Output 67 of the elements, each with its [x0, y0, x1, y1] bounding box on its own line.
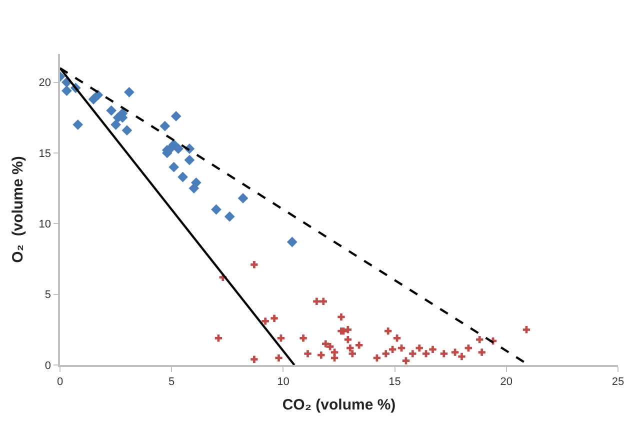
point: [178, 172, 188, 182]
point: [106, 105, 117, 116]
point: [188, 183, 200, 194]
point: [250, 261, 258, 268]
point: [250, 356, 258, 363]
y-axis-title: O₂ (volume %): [10, 156, 27, 263]
x-tick-label: 10: [277, 376, 290, 388]
point: [92, 90, 104, 100]
y-tick-label: 10: [38, 218, 52, 230]
y-tick-label: 20: [38, 77, 52, 90]
point: [384, 327, 392, 335]
point: [304, 350, 312, 358]
point: [340, 327, 348, 335]
point: [238, 192, 248, 204]
point: [522, 326, 530, 334]
point: [262, 318, 269, 325]
point: [478, 348, 486, 356]
point: [170, 111, 182, 122]
point: [124, 86, 134, 98]
point: [388, 346, 396, 354]
point: [270, 314, 278, 322]
x-axis-title: CO₂ (volume %): [282, 396, 396, 414]
point: [275, 354, 282, 362]
point: [346, 344, 354, 352]
point: [72, 119, 84, 130]
x-tick-label: 25: [612, 376, 624, 388]
point: [422, 350, 430, 358]
point: [355, 342, 363, 349]
point: [451, 348, 459, 356]
y-tick-label: 0: [44, 360, 52, 372]
point: [160, 120, 170, 132]
point: [277, 334, 285, 342]
point: [300, 334, 307, 342]
point: [476, 336, 484, 344]
point: [409, 350, 416, 358]
point: [286, 236, 298, 248]
point: [402, 357, 410, 364]
point: [184, 154, 195, 166]
point: [326, 343, 334, 350]
point: [214, 334, 222, 342]
x-tick-label: 15: [388, 376, 401, 388]
point: [62, 86, 72, 96]
point: [320, 298, 327, 305]
point: [440, 350, 448, 358]
point: [344, 336, 352, 344]
y-tick-label: 15: [38, 148, 52, 160]
y-tick-label: 5: [44, 289, 52, 302]
point: [416, 344, 423, 352]
point: [313, 298, 320, 305]
x-tick-label: 5: [168, 376, 175, 388]
point: [429, 346, 436, 354]
point: [382, 350, 390, 358]
point: [338, 313, 345, 321]
point: [322, 340, 330, 348]
x-tick-label: 0: [56, 376, 64, 388]
point: [393, 334, 401, 342]
x-tick-label: 20: [500, 376, 513, 388]
point: [458, 352, 466, 360]
point: [122, 125, 132, 136]
point: [168, 162, 180, 172]
point: [330, 348, 338, 356]
point: [110, 119, 121, 130]
point: [211, 204, 222, 215]
point: [318, 352, 325, 359]
point: [373, 354, 381, 362]
point: [224, 211, 235, 222]
point: [348, 350, 356, 358]
